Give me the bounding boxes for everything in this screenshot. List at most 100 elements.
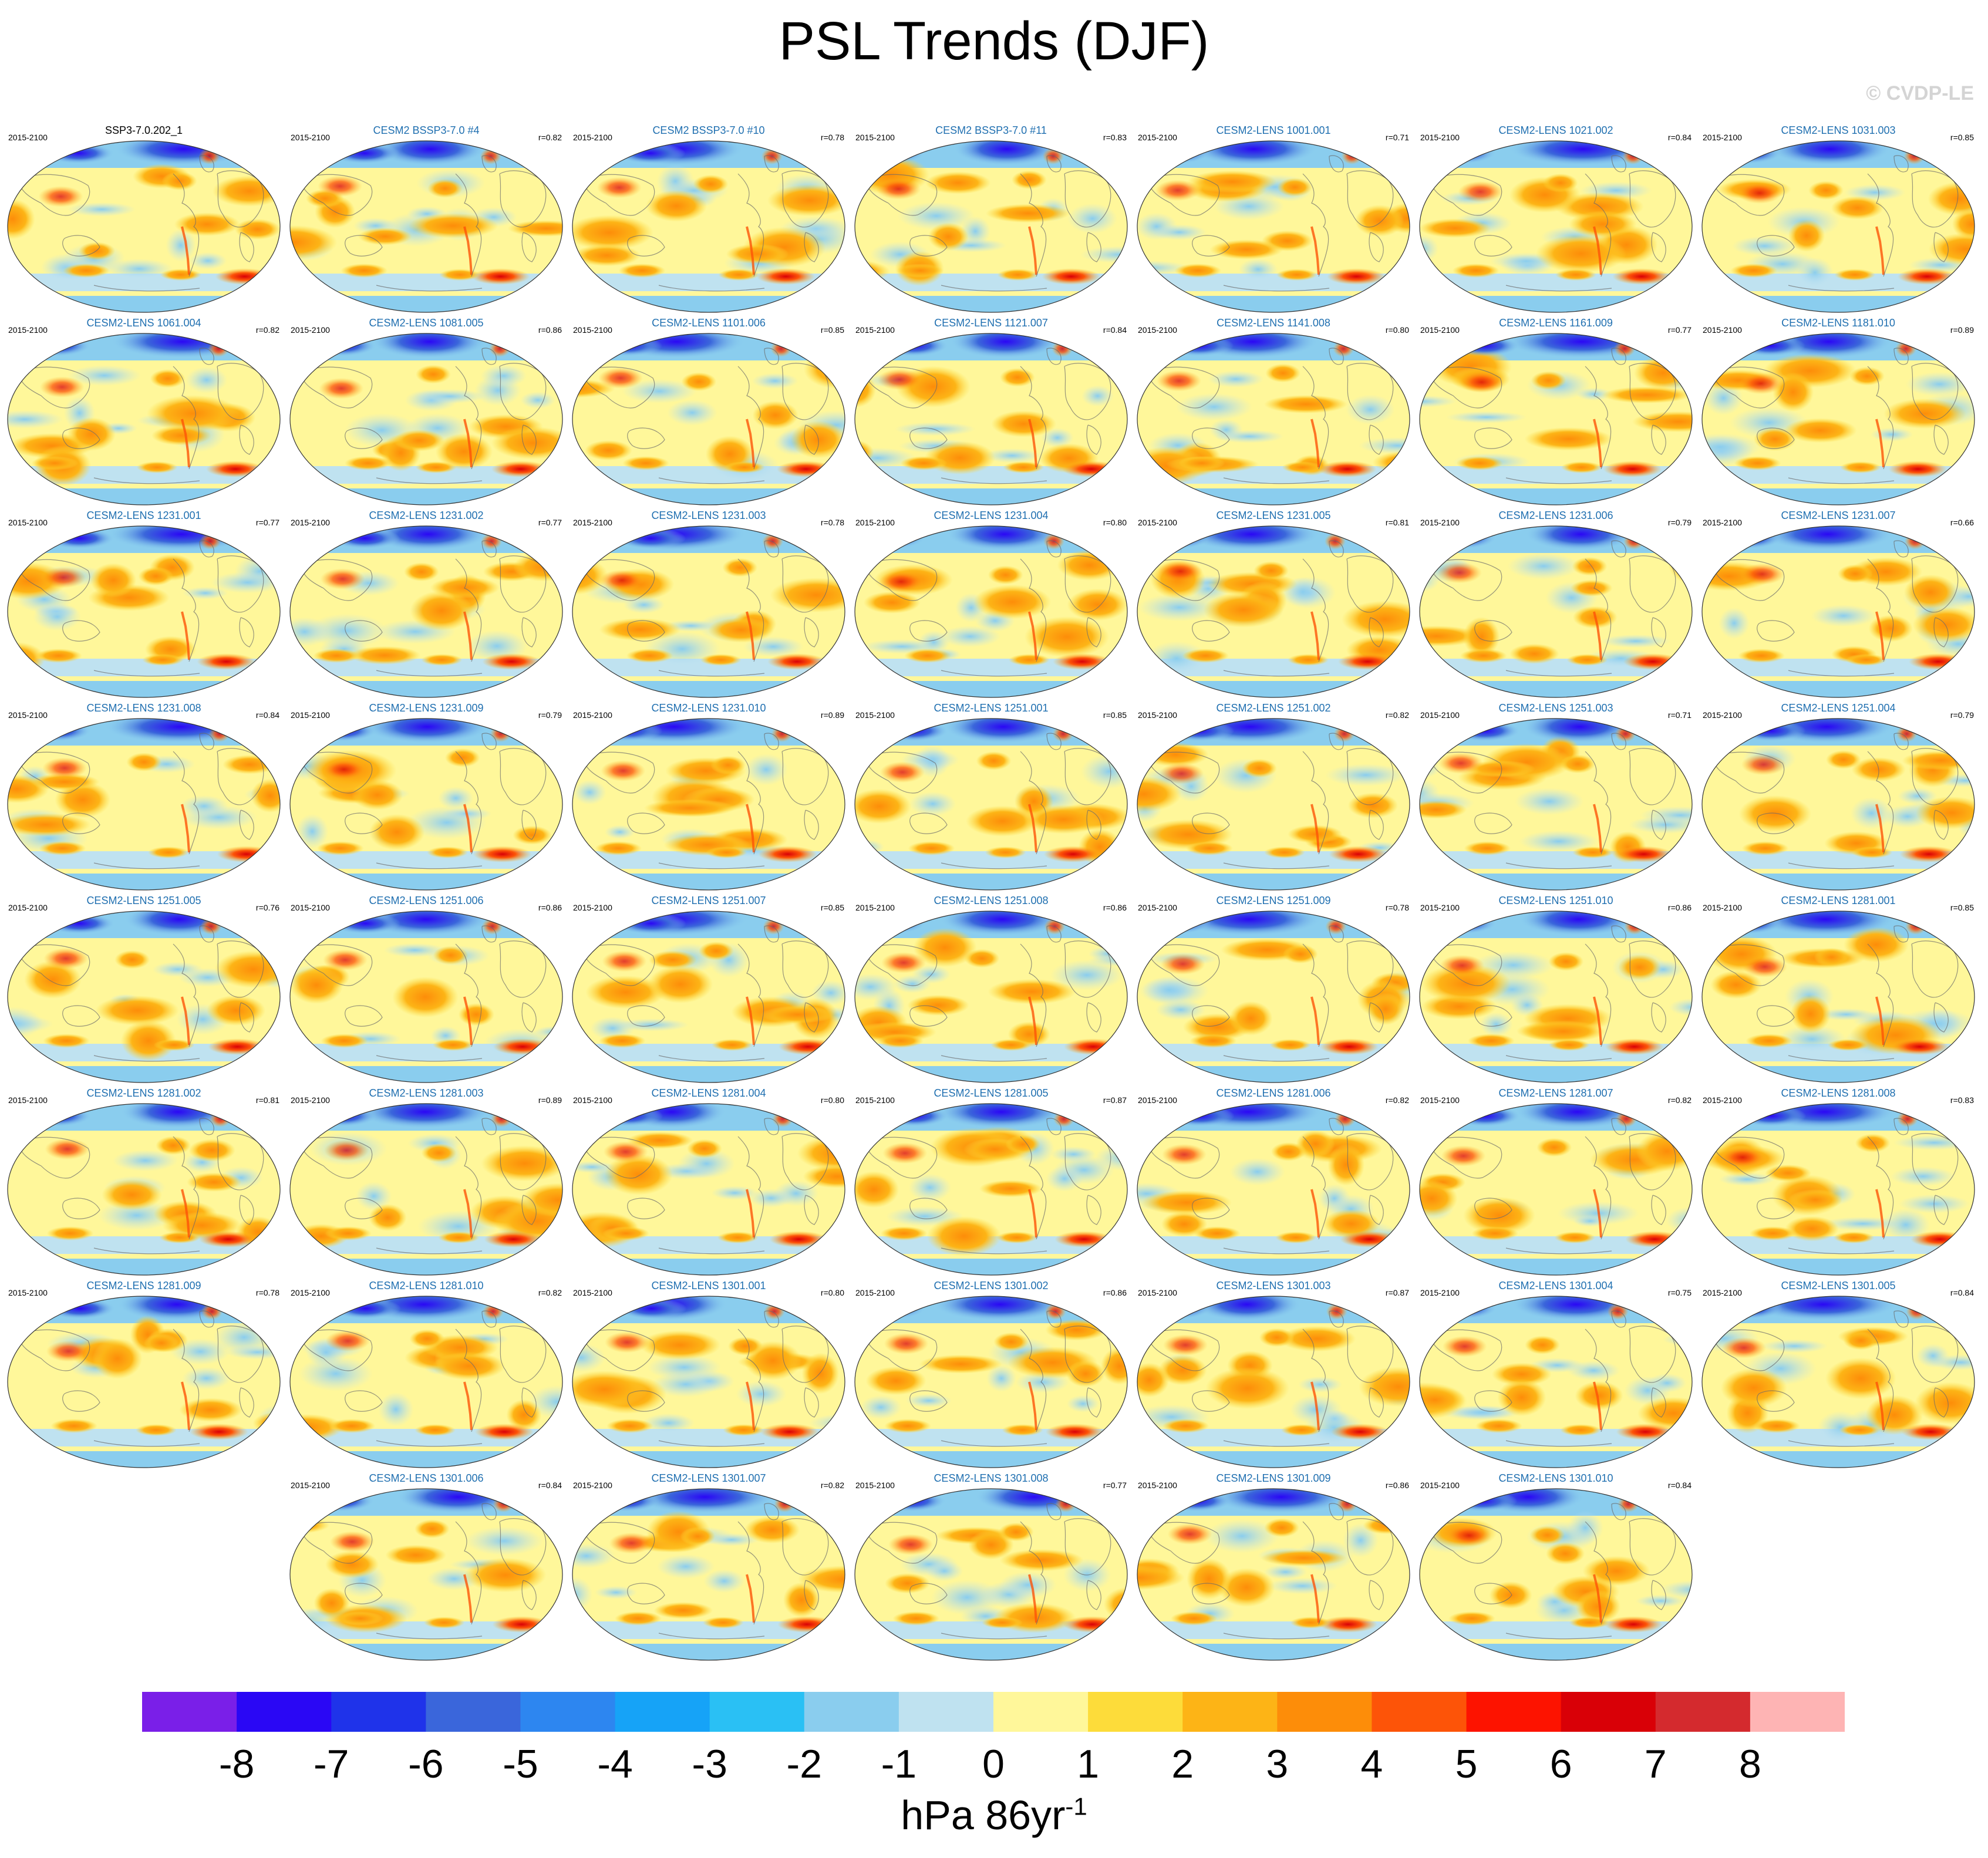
panel-title: CESM2-LENS 1141.008 bbox=[1217, 317, 1330, 329]
panel-title: CESM2 BSSP3-7.0 #10 bbox=[652, 124, 765, 136]
map-panel: 2015-2100 CESM2-LENS 1061.004 r=0.82 bbox=[6, 316, 282, 510]
map-panel: 2015-2100 CESM2-LENS 1301.003 r=0.87 bbox=[1135, 1279, 1411, 1472]
panel-title: CESM2-LENS 1281.008 bbox=[1781, 1087, 1896, 1099]
trend-map bbox=[854, 525, 1128, 698]
panel-title: CESM2-LENS 1301.007 bbox=[651, 1472, 766, 1484]
panel-period: 2015-2100 bbox=[1138, 1481, 1177, 1490]
panel-title: CESM2-LENS 1181.010 bbox=[1781, 317, 1895, 329]
map-panel: 2015-2100 CESM2-LENS 1251.002 r=0.82 bbox=[1135, 701, 1411, 895]
panel-title: CESM2-LENS 1281.003 bbox=[369, 1087, 484, 1099]
panel-correlation: r=0.82 bbox=[1385, 1095, 1409, 1105]
panel-correlation: r=0.89 bbox=[538, 1095, 562, 1105]
colorbar-tick-label: 0 bbox=[982, 1742, 1005, 1786]
panel-title: CESM2-LENS 1231.001 bbox=[86, 510, 201, 521]
colorbar-tick-label: -5 bbox=[503, 1742, 538, 1786]
panel-correlation: r=0.79 bbox=[538, 710, 562, 720]
trend-map bbox=[1137, 718, 1410, 891]
panel-title: CESM2-LENS 1161.009 bbox=[1499, 317, 1613, 329]
map-panel: 2015-2100 CESM2-LENS 1181.010 r=0.89 bbox=[1700, 316, 1976, 510]
panel-title: CESM2-LENS 1251.008 bbox=[934, 895, 1049, 906]
panel-title: CESM2-LENS 1251.009 bbox=[1216, 895, 1331, 906]
trend-map bbox=[572, 525, 845, 698]
trend-map bbox=[289, 1488, 563, 1661]
panel-correlation: r=0.75 bbox=[1667, 1288, 1692, 1297]
panel-title: CESM2-LENS 1281.001 bbox=[1781, 895, 1896, 906]
colorbar-box bbox=[804, 1692, 899, 1732]
panel-period: 2015-2100 bbox=[8, 133, 48, 142]
map-panel: 2015-2100 CESM2-LENS 1251.008 r=0.86 bbox=[853, 893, 1129, 1087]
panel-correlation: r=0.77 bbox=[538, 518, 562, 527]
panel-period: 2015-2100 bbox=[1420, 1481, 1460, 1490]
panel-title: CESM2-LENS 1101.006 bbox=[652, 317, 766, 329]
trend-map bbox=[1701, 525, 1975, 698]
map-panel: 2015-2100 CESM2-LENS 1301.007 r=0.82 bbox=[571, 1471, 847, 1665]
colorbar-tick-label: -3 bbox=[692, 1742, 727, 1786]
map-panel: 2015-2100 CESM2-LENS 1281.004 r=0.80 bbox=[571, 1086, 847, 1280]
trend-map bbox=[7, 718, 281, 891]
panel-title: CESM2-LENS 1301.005 bbox=[1781, 1280, 1896, 1292]
panel-period: 2015-2100 bbox=[573, 1481, 612, 1490]
panel-correlation: r=0.77 bbox=[1667, 325, 1692, 335]
panel-correlation: r=0.85 bbox=[820, 325, 844, 335]
colorbar-boxes bbox=[142, 1692, 1845, 1732]
panel-title: CESM2-LENS 1251.003 bbox=[1498, 702, 1613, 714]
panel-correlation: r=0.86 bbox=[1103, 903, 1127, 912]
map-panel: 2015-2100 CESM2-LENS 1141.008 r=0.80 bbox=[1135, 316, 1411, 510]
map-panel: 2015-2100 CESM2-LENS 1251.007 r=0.85 bbox=[571, 893, 847, 1087]
panel-title: CESM2-LENS 1301.006 bbox=[369, 1472, 484, 1484]
panel-correlation: r=0.84 bbox=[538, 1481, 562, 1490]
map-panel: 2015-2100 CESM2-LENS 1231.007 r=0.66 bbox=[1700, 508, 1976, 702]
trend-map bbox=[7, 1296, 281, 1468]
colorbar-tick-label: 2 bbox=[1171, 1742, 1194, 1786]
panel-period: 2015-2100 bbox=[1420, 518, 1460, 527]
panel-period: 2015-2100 bbox=[1420, 710, 1460, 720]
map-panel: 2015-2100 CESM2-LENS 1251.001 r=0.85 bbox=[853, 701, 1129, 895]
colorbar-box bbox=[520, 1692, 616, 1732]
panel-period: 2015-2100 bbox=[1138, 1095, 1177, 1105]
panel-correlation: r=0.71 bbox=[1667, 710, 1692, 720]
trend-map bbox=[1137, 333, 1410, 505]
map-panel: 2015-2100 CESM2-LENS 1231.009 r=0.79 bbox=[288, 701, 564, 895]
colorbar-box bbox=[993, 1692, 1089, 1732]
trend-map bbox=[7, 1103, 281, 1276]
trend-map bbox=[7, 525, 281, 698]
panel-period: 2015-2100 bbox=[1420, 325, 1460, 335]
panel-period: 2015-2100 bbox=[1138, 710, 1177, 720]
panel-title: CESM2-LENS 1231.008 bbox=[86, 702, 201, 714]
panel-period: 2015-2100 bbox=[573, 710, 612, 720]
map-panel: 2015-2100 CESM2-LENS 1281.002 r=0.81 bbox=[6, 1086, 282, 1280]
map-panel: 2015-2100 CESM2-LENS 1081.005 r=0.86 bbox=[288, 316, 564, 510]
trend-map bbox=[1419, 525, 1693, 698]
panel-period: 2015-2100 bbox=[291, 710, 330, 720]
panel-correlation: r=0.84 bbox=[1667, 1481, 1692, 1490]
panel-title: CESM2-LENS 1231.010 bbox=[651, 702, 766, 714]
colorbar-tick-label: -6 bbox=[408, 1742, 444, 1786]
panel-title: CESM2-LENS 1061.004 bbox=[86, 317, 201, 329]
panel-correlation: r=0.78 bbox=[820, 133, 844, 142]
panel-period: 2015-2100 bbox=[1703, 710, 1742, 720]
map-panel: 2015-2100 CESM2-LENS 1121.007 r=0.84 bbox=[853, 316, 1129, 510]
panel-title: CESM2-LENS 1301.010 bbox=[1498, 1472, 1613, 1484]
panel-correlation: r=0.84 bbox=[1103, 325, 1127, 335]
panel-correlation: r=0.82 bbox=[820, 1481, 844, 1490]
map-panel: 2015-2100 SSP3-7.0.202_1 bbox=[6, 123, 282, 317]
trend-map bbox=[854, 1488, 1128, 1661]
panel-title: CESM2-LENS 1251.006 bbox=[369, 895, 484, 906]
panel-correlation: r=0.85 bbox=[1950, 133, 1974, 142]
panel-period: 2015-2100 bbox=[855, 1288, 895, 1297]
colorbar-tick-label: -2 bbox=[786, 1742, 822, 1786]
panel-correlation: r=0.85 bbox=[1103, 710, 1127, 720]
panel-period: 2015-2100 bbox=[573, 903, 612, 912]
panel-title: CESM2 BSSP3-7.0 #4 bbox=[373, 124, 480, 136]
panel-title: CESM2-LENS 1231.004 bbox=[934, 510, 1049, 521]
map-panel: 2015-2100 CESM2-LENS 1231.004 r=0.80 bbox=[853, 508, 1129, 702]
map-panel: 2015-2100 CESM2-LENS 1251.003 r=0.71 bbox=[1418, 701, 1694, 895]
panel-title: CESM2-LENS 1121.007 bbox=[934, 317, 1048, 329]
panel-period: 2015-2100 bbox=[573, 325, 612, 335]
trend-map bbox=[1419, 911, 1693, 1083]
colorbar-box bbox=[615, 1692, 710, 1732]
trend-map bbox=[1137, 525, 1410, 698]
watermark: © CVDP-LE bbox=[1866, 82, 1974, 104]
panel-title: CESM2-LENS 1251.005 bbox=[86, 895, 201, 906]
units-exponent: -1 bbox=[1065, 1792, 1087, 1820]
